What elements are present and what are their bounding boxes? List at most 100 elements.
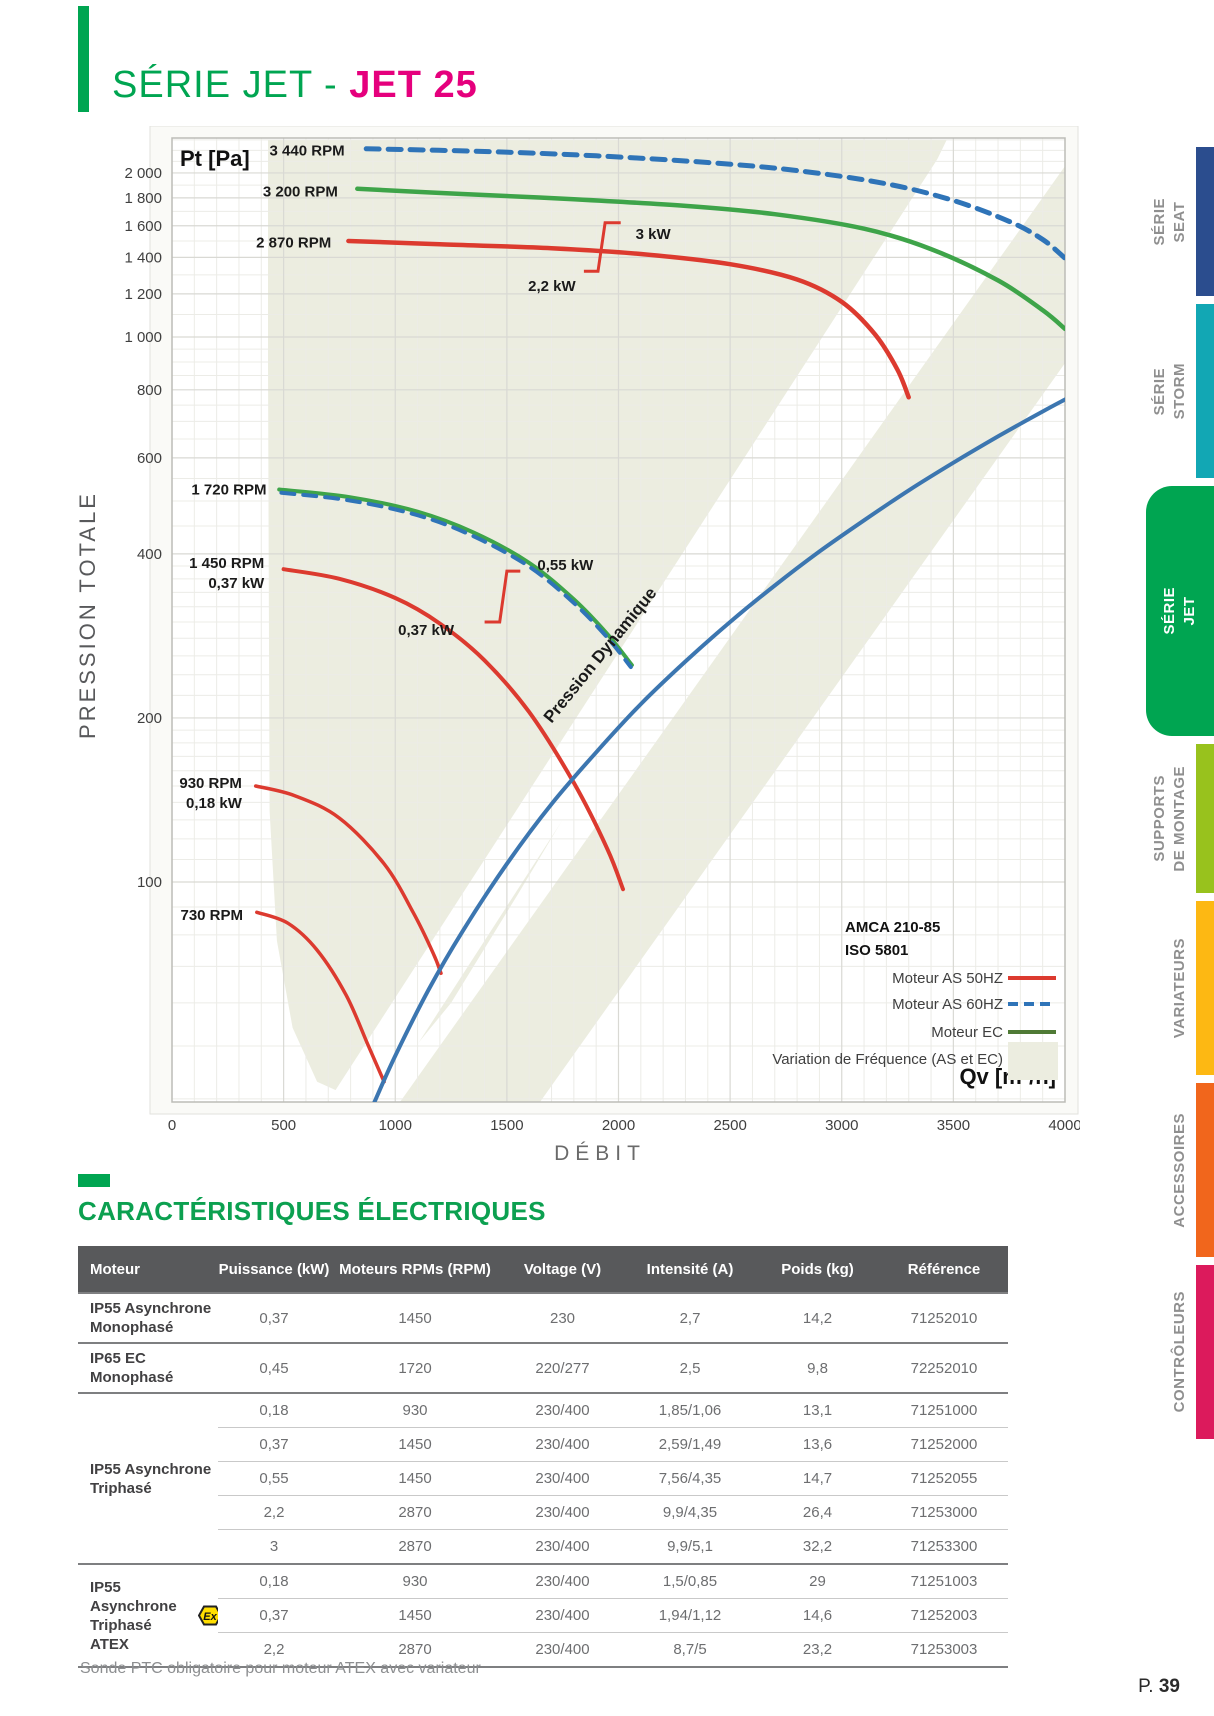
sidebar-tab-serie-storm-strip[interactable] — [1196, 304, 1214, 478]
table-cell: 2870 — [398, 1641, 432, 1658]
y-tick-label: 800 — [137, 382, 162, 399]
curve-1-720-rpm — [279, 490, 633, 669]
table-cell: 930 — [402, 1573, 428, 1590]
curve-3-200-rpm — [355, 186, 1065, 332]
table-cell: 9,9/4,35 — [662, 1504, 718, 1521]
table-cell: 230/400 — [535, 1607, 590, 1624]
power-label: 0,55 kW — [537, 557, 594, 574]
power-label: 2,2 kW — [528, 278, 576, 295]
footnote: Sonde PTC obligatoire pour moteur ATEX a… — [80, 1660, 481, 1677]
table-cell: 14,7 — [802, 1470, 833, 1487]
table-cell: 2,5 — [679, 1359, 701, 1377]
sidebar-tab-label-text: SUPPORTS DE MONTAGE — [1151, 765, 1188, 872]
table-cell: 2,2 — [263, 1504, 285, 1521]
motor-group-rows: 0,18 930 230/400 1,5/0,85 29 71251003 0,37 1450… — [218, 1565, 1008, 1666]
motor-group-rows: 0,37 1450 230 2,7 14,2 71252010 — [218, 1294, 1008, 1342]
table-cell: 71252010 — [910, 1309, 978, 1327]
legend-item-label: Variation de Fréquence (AS et EC) — [772, 1051, 1003, 1068]
y-tick-label: 1 600 — [124, 218, 162, 235]
table-cell: 72252010 — [910, 1359, 978, 1377]
table-cell: 23,2 — [802, 1641, 833, 1658]
curve-930-rpm — [253, 784, 443, 976]
sidebar-tab-serie-storm-label[interactable]: SÉRIE STORM — [1150, 304, 1190, 478]
y-tick-label: 200 — [137, 710, 162, 727]
performance-chart: 3 440 RPM 3 200 RPM 2 870 RPM 1 720 RPM 1 45… — [100, 125, 1082, 1171]
atex-ex-icon: Ex — [197, 1605, 218, 1626]
table-cell: 230/400 — [535, 1436, 590, 1453]
x-tick-label: 0 — [168, 1117, 176, 1134]
table-row: 0,18 930 230/400 1,85/1,06 13,1 71251000 — [218, 1394, 1008, 1427]
curve-label: 3 440 RPM — [270, 142, 345, 159]
curve-pression-dynamique — [372, 397, 1065, 1102]
sidebar-tab-variateurs-strip[interactable] — [1196, 901, 1214, 1075]
table-cell: 2,59/1,49 — [658, 1436, 722, 1453]
power-label: 0,37 kW — [398, 622, 455, 639]
column-header: Puissance (kW) — [218, 1260, 330, 1278]
table-row: 0,18 930 230/400 1,5/0,85 29 71251003 — [218, 1565, 1008, 1598]
page-number: P. 39 — [1138, 1676, 1180, 1697]
y-tick-label: 1 000 — [124, 329, 162, 346]
sidebar-tab-label-text: SÉRIE SEAT — [1151, 197, 1188, 246]
sidebar-tab-label-text: CONTRÔLEURS — [1171, 1291, 1188, 1413]
y-tick-label: 100 — [137, 874, 162, 891]
table-cell: 0,37 — [259, 1607, 289, 1624]
sidebar-tab-accessoires-label[interactable]: ACCESSOIRES — [1170, 1083, 1190, 1257]
table-cell: 1450 — [398, 1309, 432, 1327]
legend-standard: AMCA 210-85 — [845, 919, 940, 936]
sidebar-tab-accessoires-strip[interactable] — [1196, 1083, 1214, 1257]
sidebar-tab-label-text: SÉRIE STORM — [1151, 362, 1188, 420]
legend-standard: ISO 5801 — [845, 942, 908, 959]
model-name: JET 25 — [349, 64, 478, 106]
table-cell: 9,8 — [807, 1359, 828, 1377]
chart-y-axis-title: PRESSION TOTALE — [75, 491, 100, 739]
sidebar-tab-serie-jet-active[interactable]: SÉRIE JET — [1146, 486, 1214, 736]
curve-label: 930 RPM 0,18 kW — [179, 775, 242, 812]
sidebar-tab-label-text: VARIATEURS — [1171, 937, 1188, 1039]
curve-1-720-rpm — [277, 487, 634, 668]
table-row: 3 2870 230/400 9,9/5,1 32,2 71253300 — [218, 1529, 1008, 1563]
legend-item-label: Moteur AS 60HZ — [892, 996, 1003, 1013]
table-cell: 2,2 — [263, 1641, 285, 1658]
table-cell: 1450 — [398, 1607, 432, 1624]
sidebar-tab-variateurs-label[interactable]: VARIATEURS — [1170, 901, 1190, 1075]
electrical-characteristics-table: Moteur Puissance (kW) Moteurs RPMs (RPM) Vo… — [78, 1246, 1008, 1668]
column-header: Poids (kg) — [781, 1260, 854, 1278]
table-cell: 0,18 — [259, 1573, 289, 1590]
column-header: Voltage (V) — [523, 1260, 602, 1278]
motor-group-label: IP65 EC Monophasé — [90, 1350, 174, 1386]
table-cell: 0,55 — [259, 1470, 289, 1487]
table-cell: 7,56/4,35 — [658, 1470, 722, 1487]
series-name: SÉRIE JET - — [112, 64, 350, 106]
y-tick-label: 1 200 — [124, 286, 162, 303]
curve-label: 3 200 RPM — [263, 183, 338, 200]
section-accent-dash — [78, 1174, 110, 1187]
svg-text:Ex: Ex — [203, 1611, 217, 1623]
sidebar-tab-supports-label[interactable]: SUPPORTS DE MONTAGE — [1150, 744, 1190, 893]
y-tick-label: 2 000 — [124, 165, 162, 182]
table-cell: 71253003 — [910, 1641, 978, 1658]
curve-label: 2 870 RPM — [256, 235, 331, 252]
curve-730-rpm — [255, 910, 386, 1084]
table-cell: 0,37 — [259, 1309, 289, 1327]
table-cell: 1,85/1,06 — [658, 1402, 722, 1419]
title-accent-bar — [78, 6, 89, 112]
table-cell: 14,6 — [802, 1607, 833, 1624]
sidebar-tab-serie-seat-label[interactable]: SÉRIE SEAT — [1150, 147, 1190, 296]
y-axis-unit: Pt [Pa] — [180, 146, 250, 171]
column-header: Intensité (A) — [646, 1260, 734, 1278]
page-title: SÉRIE JET - JET 25 — [112, 64, 478, 107]
sidebar-tab-supports-strip[interactable] — [1196, 744, 1214, 893]
sidebar-tab-controleurs-strip[interactable] — [1196, 1265, 1214, 1439]
curve-1-450-rpm — [281, 567, 625, 892]
sidebar-tab-controleurs-label[interactable]: CONTRÔLEURS — [1170, 1265, 1190, 1439]
table-cell: 32,2 — [802, 1538, 833, 1555]
power-label: 3 kW — [636, 226, 672, 243]
sidebar-tab-serie-seat-strip[interactable] — [1196, 147, 1214, 296]
y-tick-label: 1 400 — [124, 249, 162, 266]
table-cell: 1,94/1,12 — [658, 1607, 722, 1624]
table-cell: 1450 — [398, 1436, 432, 1453]
x-axis-title: DÉBIT — [554, 1142, 646, 1165]
table-row: 2,2 2870 230/400 9,9/4,35 26,4 71253000 — [218, 1495, 1008, 1529]
table-cell: 220/277 — [535, 1359, 590, 1377]
